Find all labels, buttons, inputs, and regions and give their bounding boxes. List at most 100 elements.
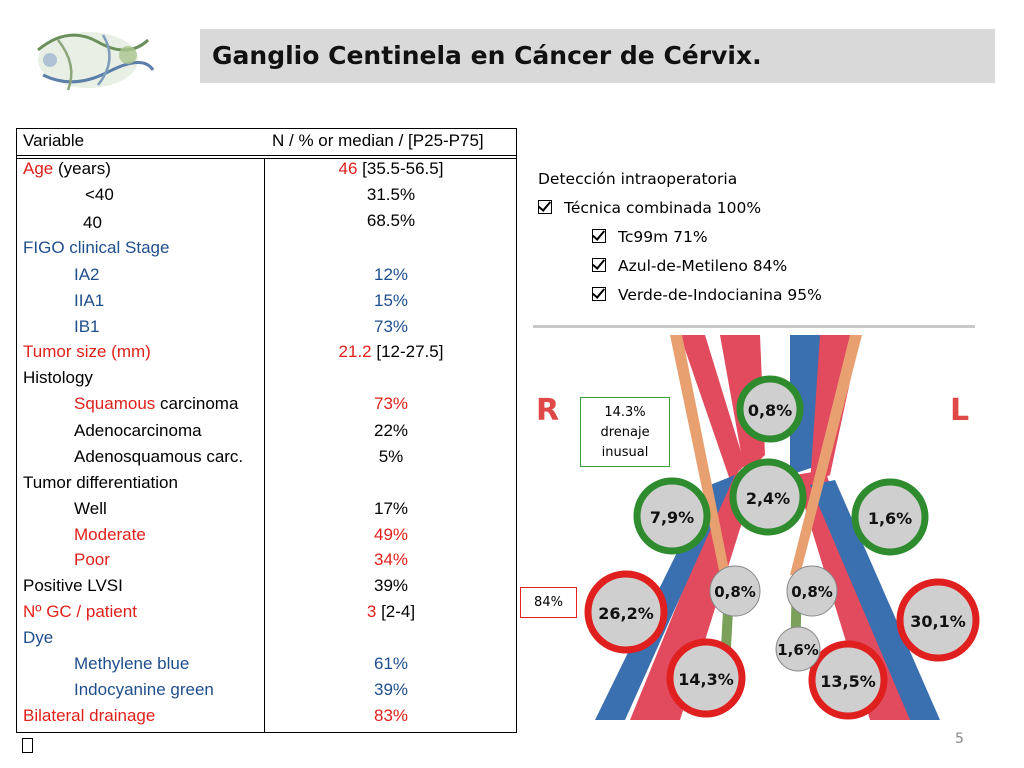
callout-line: inusual <box>601 445 649 460</box>
table-row: Methylene blue 61% <box>17 654 516 678</box>
row-label: 40 <box>83 213 102 232</box>
table-row: IA2 12% <box>17 265 516 289</box>
row-label: Moderate <box>74 525 146 544</box>
row-value: 31.5% <box>366 185 416 204</box>
table-row: Squamous carcinoma 73% <box>17 394 516 418</box>
table-row: Histology <box>17 368 516 392</box>
row-value-suffix: [2-4] <box>376 602 416 621</box>
row-label-suffix: (years) <box>53 159 111 178</box>
row-label-suffix: carcinoma <box>155 394 239 413</box>
row-label: Squamous <box>74 394 156 413</box>
checkbox-icon <box>592 258 606 272</box>
header-double-rule <box>17 158 516 159</box>
row-label: IB1 <box>74 317 100 336</box>
page-number: 5 <box>955 731 964 747</box>
node-label: 1,6% <box>868 509 912 528</box>
patient-characteristics-table: Variable N / % or median / [P25-P75] Age… <box>16 128 517 733</box>
table-row: FIGO clinical Stage <box>17 238 516 262</box>
row-value: 83% <box>373 706 409 725</box>
row-label: IIA1 <box>74 291 105 310</box>
callout-line: 14.3% <box>604 405 646 420</box>
slide-title: Ganglio Centinela en Cáncer de Cérvix. <box>212 41 762 70</box>
lymph-node: 13,5% <box>808 640 888 720</box>
row-value: 12% <box>373 265 409 284</box>
table-row: Tumor differentiation <box>17 473 516 497</box>
node-label: 30,1% <box>910 612 966 631</box>
row-value: 39% <box>373 680 409 699</box>
detection-item: Azul-de-Metileno 84% <box>592 257 787 275</box>
node-label: 13,5% <box>820 672 876 691</box>
row-value: 15% <box>373 291 409 310</box>
lymph-node: 14,3% <box>666 638 746 718</box>
table-row: <40 31.5% <box>17 185 516 209</box>
row-label: Nº GC / patient <box>23 602 137 621</box>
row-value: 73% <box>373 394 409 413</box>
separator-line <box>533 325 975 328</box>
row-value: 17% <box>373 499 409 518</box>
row-value: 46 <box>338 159 358 178</box>
node-label: 1,6% <box>777 641 819 659</box>
node-label: 2,4% <box>746 489 790 508</box>
row-label: Positive LVSI <box>23 576 123 595</box>
table-row: Adenocarcinoma 22% <box>17 421 516 445</box>
row-value: 49% <box>373 525 409 544</box>
row-value: 34% <box>373 550 409 569</box>
row-label: Bilateral drainage <box>23 706 156 725</box>
row-label: Dye <box>23 628 54 647</box>
row-value: 21.2 <box>338 342 372 361</box>
table-row: Indocyanine green 39% <box>17 680 516 704</box>
node-label: 0,8% <box>748 401 792 420</box>
row-label: Indocyanine green <box>74 680 214 699</box>
header-variable: Variable <box>23 131 85 150</box>
detection-item: Técnica combinada 100% <box>538 199 761 217</box>
red-nodes-callout: 84% <box>520 587 577 618</box>
detection-item: Verde-de-Indocianina 95% <box>592 286 822 304</box>
row-label: IA2 <box>74 265 100 284</box>
row-label: Adenosquamous carc. <box>74 447 244 466</box>
row-label: Adenocarcinoma <box>74 421 202 440</box>
society-logo <box>37 32 155 91</box>
lymph-node: 0,8% <box>736 375 804 443</box>
lymph-node: 2,4% <box>729 458 807 536</box>
sentinel-node-diagram: R L 0,8% 2,4% 7,9% 1,6% 26,2% 30,1% 14,3… <box>536 335 980 720</box>
row-value-suffix: [12-27.5] <box>371 342 444 361</box>
row-label: FIGO clinical Stage <box>23 238 170 257</box>
row-label: Histology <box>23 368 93 387</box>
row-label: Methylene blue <box>74 654 190 673</box>
table-row: Nº GC / patient 3 [2-4] <box>17 602 516 626</box>
node-label: 26,2% <box>598 604 654 623</box>
row-label: Well <box>74 499 107 518</box>
table-header: Variable N / % or median / [P25-P75] <box>17 129 516 156</box>
detection-item-label: Tc99m 71% <box>618 228 708 246</box>
lymph-node: 0,8% <box>709 565 761 617</box>
node-label: 7,9% <box>650 508 694 527</box>
row-label: Tumor differentiation <box>23 473 178 492</box>
lymph-node: 0,8% <box>786 565 838 617</box>
node-label: 14,3% <box>678 670 734 689</box>
table-row: Tumor size (mm) 21.2 [12-27.5] <box>17 342 516 366</box>
table-row: IIA1 15% <box>17 291 516 315</box>
table-row: Moderate 49% <box>17 525 516 549</box>
lymph-node: 26,2% <box>584 570 668 654</box>
detection-heading: Detección intraoperatoria <box>538 170 738 188</box>
row-label: Poor <box>74 550 110 569</box>
row-value: 39% <box>373 576 409 595</box>
column-divider <box>264 159 265 732</box>
node-label: 0,8% <box>714 583 756 601</box>
node-label: 0,8% <box>791 583 833 601</box>
row-value: 61% <box>373 654 409 673</box>
checkbox-icon <box>592 229 606 243</box>
side-label-right: R <box>536 393 559 428</box>
detection-item-label: Técnica combinada 100% <box>564 199 762 217</box>
detection-item: Tc99m 71% <box>592 228 708 246</box>
row-value: 22% <box>373 421 409 440</box>
row-label: <40 <box>85 185 114 204</box>
header-value: N / % or median / [P25-P75] <box>272 131 484 150</box>
side-label-left: L <box>950 393 969 428</box>
row-value: 68.5% <box>366 211 416 230</box>
row-value: 5% <box>378 447 404 466</box>
row-value: 73% <box>373 317 409 336</box>
checkbox-icon <box>538 200 552 214</box>
table-row: IB1 73% <box>17 317 516 341</box>
unusual-drainage-callout: 14.3% drenaje inusual <box>580 397 670 467</box>
